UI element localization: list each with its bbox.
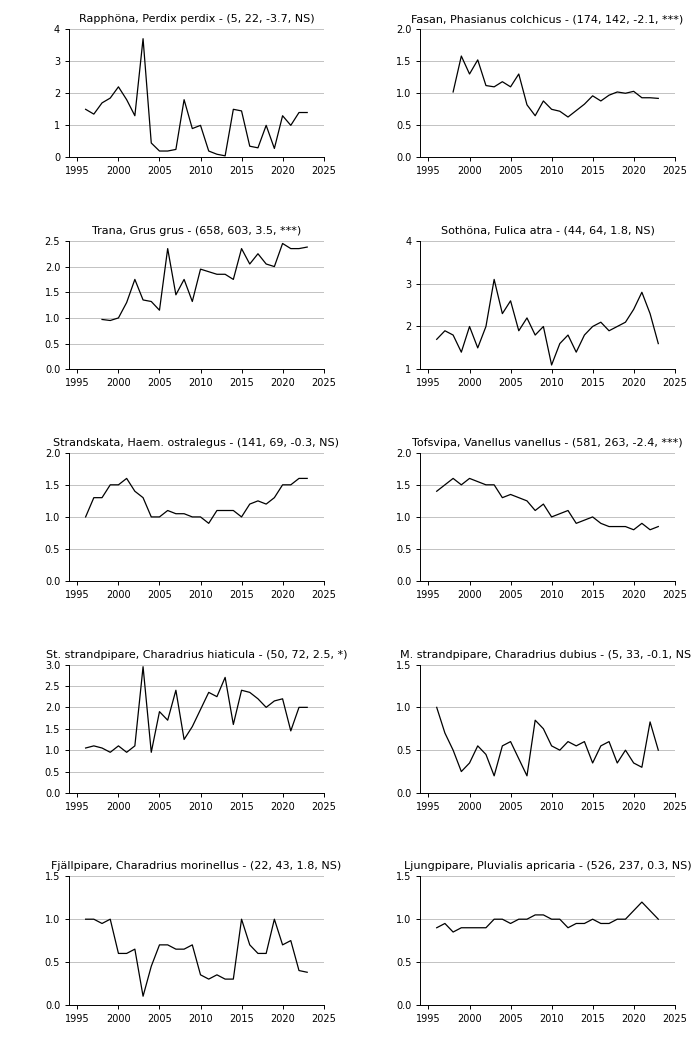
Title: Sothöna, Fulica atra - (44, 64, 1.8, NS): Sothöna, Fulica atra - (44, 64, 1.8, NS)	[441, 226, 655, 236]
Title: Fjällpipare, Charadrius morinellus - (22, 43, 1.8, NS): Fjällpipare, Charadrius morinellus - (22…	[51, 862, 342, 872]
Title: Tofsvipa, Vanellus vanellus - (581, 263, -2.4, ***): Tofsvipa, Vanellus vanellus - (581, 263,…	[412, 438, 683, 447]
Title: Ljungpipare, Pluvialis apricaria - (526, 237, 0.3, NS): Ljungpipare, Pluvialis apricaria - (526,…	[403, 862, 691, 872]
Title: St. strandpipare, Charadrius hiaticula - (50, 72, 2.5, *): St. strandpipare, Charadrius hiaticula -…	[46, 650, 347, 659]
Title: Rapphöna, Perdix perdix - (5, 22, -3.7, NS): Rapphöna, Perdix perdix - (5, 22, -3.7, …	[79, 15, 314, 24]
Title: Strandskata, Haem. ostralegus - (141, 69, -0.3, NS): Strandskata, Haem. ostralegus - (141, 69…	[53, 438, 339, 447]
Title: M. strandpipare, Charadrius dubius - (5, 33, -0.1, NS): M. strandpipare, Charadrius dubius - (5,…	[400, 650, 692, 659]
Title: Fasan, Phasianus colchicus - (174, 142, -2.1, ***): Fasan, Phasianus colchicus - (174, 142, …	[411, 15, 684, 24]
Title: Trana, Grus grus - (658, 603, 3.5, ***): Trana, Grus grus - (658, 603, 3.5, ***)	[92, 226, 301, 236]
